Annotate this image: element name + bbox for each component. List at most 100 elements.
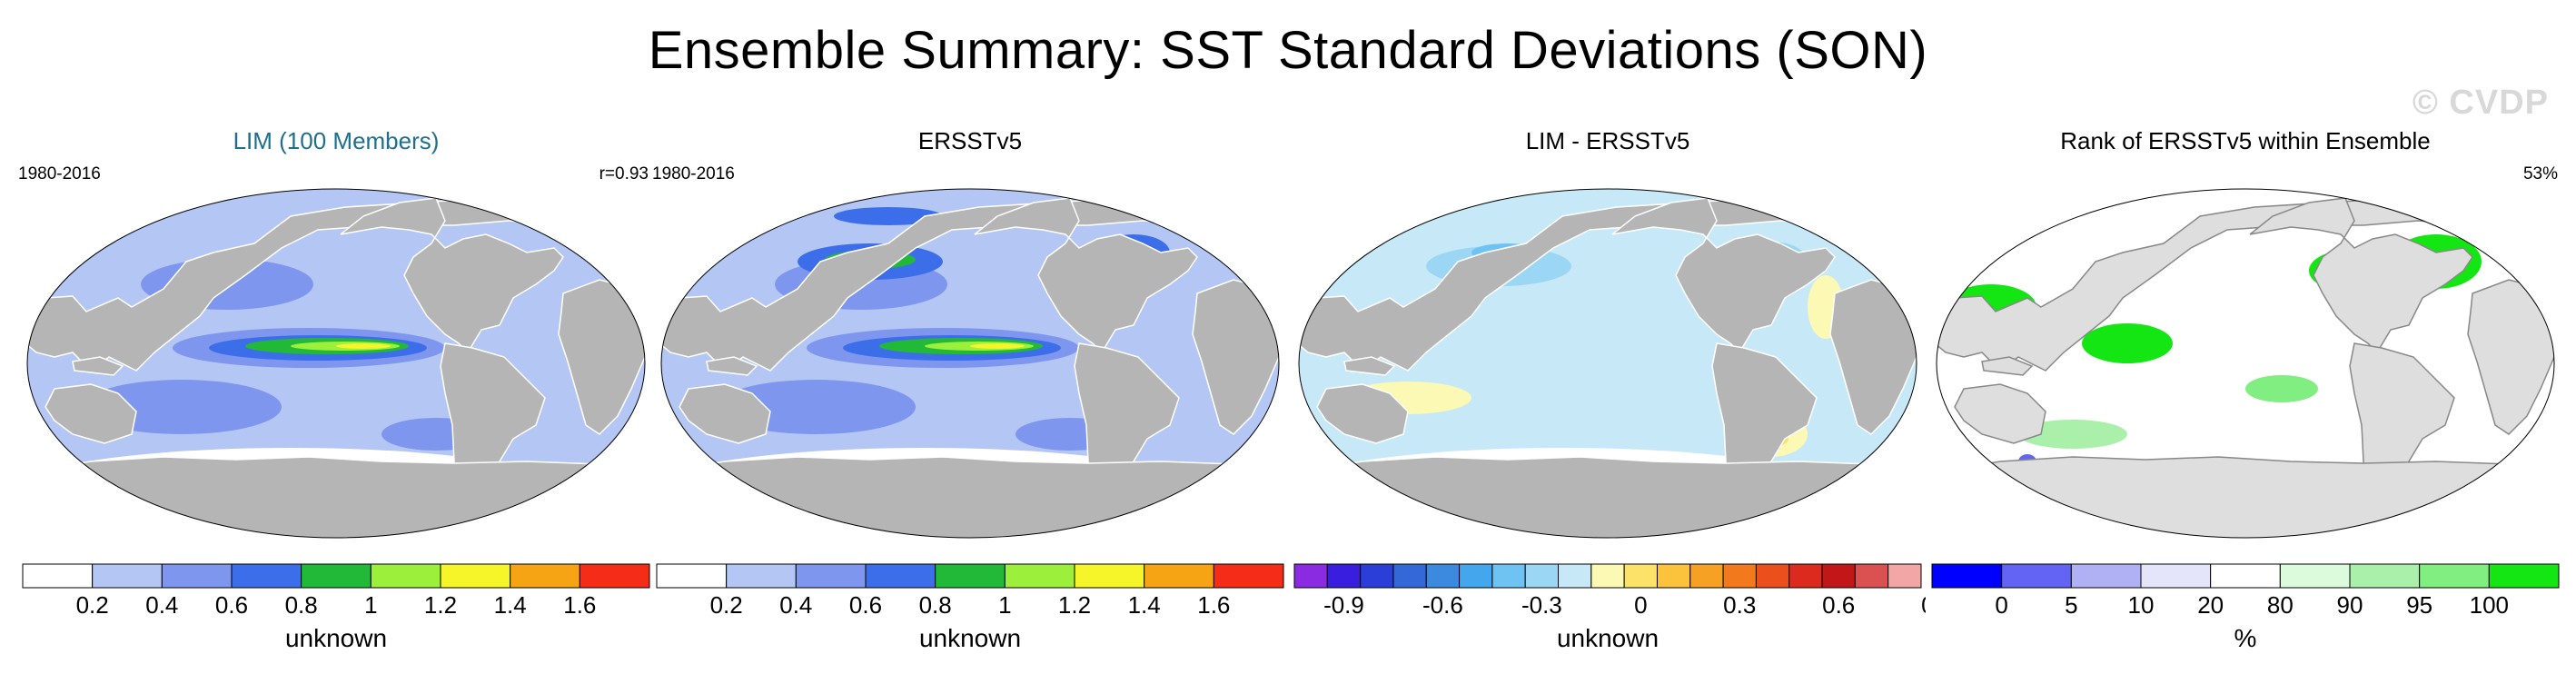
map-body [1299,189,1917,538]
colorbar-tick: 1.2 [1058,591,1091,619]
pattern-correlation: r=0.93 [599,164,649,183]
colorbar-swatch [2070,563,2142,589]
land-indonesia [1981,356,2034,376]
colorbar-tick: 0.3 [1723,591,1756,619]
map-body [661,189,1279,538]
colorbar-swatch [579,563,650,589]
colorbar-tick: 1 [364,591,377,619]
colorbar-tick: 0.4 [779,591,812,619]
main-title: Ensemble Summary: SST Standard Deviation… [648,21,1928,80]
colorbar-swatch [2419,563,2490,589]
colorbar-swatch [1558,563,1592,589]
land-indonesia [1343,356,1396,376]
colorbar-swatch [1074,563,1145,589]
map-outline [660,188,1280,539]
colorbar-tick: 0 [1995,591,2007,619]
panel-rank: Rank of ERSSTv5 within Ensemble 53% 0 5 10… [1927,127,2563,672]
colorbar-swatch [795,563,867,589]
colorbar-tick: 100 [2470,591,2509,619]
colorbar-swatch [1459,563,1493,589]
colorbar-tick: 0.2 [710,591,743,619]
colorbar-swatch [1425,563,1461,589]
land-north-america [1611,197,1836,354]
rank-percent: 53% [2522,164,2558,183]
land-australia [1954,383,2046,444]
map-body [1937,189,2554,538]
colorbar-tick: 1.2 [424,591,457,619]
colorbar-tick: 0.8 [919,591,952,619]
panel-lim: LIM (100 Members) 1980-2016 r=0.93 0.2 0.… [18,127,654,672]
colorbar-swatch [1887,563,1922,589]
map-ersst [660,188,1280,539]
enso-peak [336,343,391,349]
colorbar-swatch [1656,563,1691,589]
land-antarctica [668,456,1279,538]
land-australia [1316,383,1409,444]
land-australia [45,383,137,444]
land-indonesia [72,356,124,376]
colorbar-swatch [1213,563,1284,589]
colorbar-swatch [2001,563,2072,589]
colorbar-tick: -0.3 [1521,591,1562,619]
colorbar-swatch [1931,563,2003,589]
colorbar: 0.2 0.4 0.6 0.8 1 1.2 1.4 1.6 [656,563,1284,619]
land-antarctica [34,456,645,538]
land-north-america [974,197,1198,354]
arctic-band [834,207,943,225]
map-difference [1298,188,1917,539]
panel-title: LIM - ERSSTv5 [1525,127,1690,154]
colorbar-label: unknown [918,624,1022,652]
colorbar-swatch [726,563,797,589]
colorbar-swatch [656,563,728,589]
colorbar-swatch [2140,563,2212,589]
land-indonesia [706,356,758,376]
land-north-america [340,197,564,354]
colorbar-tick: 0.6 [215,591,248,619]
colorbar-tick: 0.9 [1921,591,1926,619]
colorbar-tick: 1.4 [494,591,527,619]
panel-ersst: ERSSTv5 1980-2016 0.2 0.4 0.6 0.8 1 1.2 1.4 1.6… [652,127,1288,672]
colorbar-tick: 1.6 [563,591,596,619]
colorbar: -0.9 -0.6 -0.3 0 0.3 0.6 0.9 [1293,563,1926,619]
wp-high-rank [2082,323,2173,363]
colorbar-swatch [1144,563,1214,589]
land-australia [679,383,771,444]
colorbar-swatch [1590,563,1625,589]
colorbar-tick: 0.6 [1822,591,1855,619]
map-outline [26,188,646,539]
colorbar-swatch [2349,563,2421,589]
colorbar-tick: -0.9 [1323,591,1364,619]
colorbar-swatch [935,563,1006,589]
colorbar-label: % [2234,624,2257,652]
land-north-america [2249,197,2473,354]
colorbar-swatch [1360,563,1394,589]
colorbar-swatch [1004,563,1075,589]
panel-difference: LIM - ERSSTv5 -0.9 -0.6 -0.3 0 0.3 0.6 0.9 unk… [1290,127,1926,672]
colorbar-label: unknown [1556,624,1660,652]
colorbar-tick: 5 [2065,591,2077,619]
colorbar-tick: 0.2 [76,591,109,619]
colorbar-tick: 0.8 [285,591,318,619]
colorbar-swatch [1854,563,1889,589]
map-body [27,189,645,538]
colorbar-swatch [1788,563,1823,589]
ep-high-rank [2245,375,2318,402]
map-rank [1936,188,2555,539]
colorbar-swatch [301,563,372,589]
colorbar-tick: 10 [2128,591,2155,619]
colorbar-swatch [1392,563,1427,589]
colorbar-swatch [1623,563,1658,589]
colorbar-swatch [1722,563,1757,589]
panel-title: LIM (100 Members) [233,127,440,154]
colorbar-tick: 0.6 [849,591,882,619]
colorbar-swatch [161,563,233,589]
colorbar-tick: 90 [2337,591,2363,619]
colorbar-label: unknown [284,624,388,652]
colorbar-tick: 95 [2406,591,2432,619]
map-outline [1936,188,2555,539]
colorbar: 0.2 0.4 0.6 0.8 1 1.2 1.4 1.6 [22,563,650,619]
colorbar-swatch [370,563,441,589]
colorbar-tick: 1.6 [1197,591,1230,619]
so-high-rank [2018,420,2127,449]
colorbar-tick: 80 [2267,591,2294,619]
